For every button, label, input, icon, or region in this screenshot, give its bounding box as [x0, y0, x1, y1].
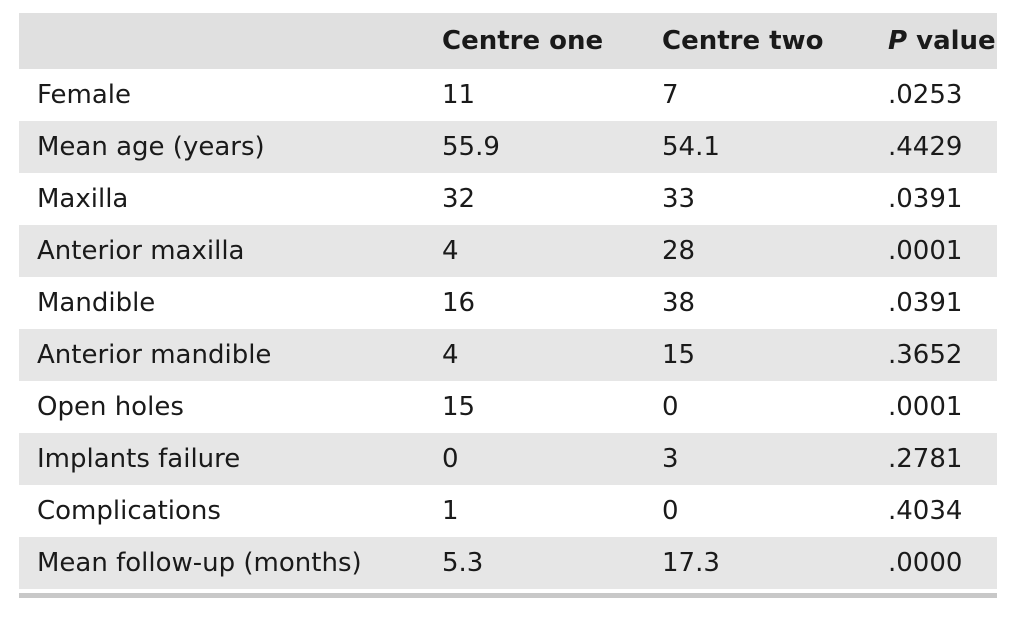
p-value-cell: .0391 [888, 288, 963, 318]
header-centre-one: Centre one [442, 26, 604, 56]
row-label-cell: Complications [37, 496, 221, 526]
row-label-cell: Female [37, 80, 132, 110]
centre-one-cell: 4 [442, 340, 459, 370]
centre-two-cell: 17.3 [662, 548, 720, 578]
centre-one-cell: 5.3 [442, 548, 484, 578]
table-row: Complications 1 0 .4034 [19, 485, 997, 537]
centre-one-cell: 0 [442, 444, 459, 474]
p-value-cell: .2781 [888, 444, 963, 474]
row-label-cell: Anterior mandible [37, 340, 272, 370]
centre-two-cell: 3 [662, 444, 679, 474]
centre-two-cell: 0 [662, 496, 679, 526]
p-value-cell: .4429 [888, 132, 963, 162]
p-value-cell: .0253 [888, 80, 963, 110]
row-label-cell: Mandible [37, 288, 156, 318]
table-row: Open holes 15 0 .0001 [19, 381, 997, 433]
table-row: Mandible 16 38 .0391 [19, 277, 997, 329]
centre-two-cell: 0 [662, 392, 679, 422]
row-label-cell: Mean age (years) [37, 132, 265, 162]
p-value-cell: .0000 [888, 548, 963, 578]
centre-one-cell: 1 [442, 496, 459, 526]
table-body: Female 11 7 .0253 Mean age (years) 55.9 54.1 .4… [19, 69, 997, 589]
comparison-table: Centre one Centre two P value Female 11 7.… [19, 13, 997, 589]
comparison-table-container: Centre one Centre two P value Female 11 7.… [19, 13, 997, 598]
centre-two-cell: 7 [662, 80, 679, 110]
header-p-value-suffix: value [907, 26, 996, 56]
centre-one-cell: 15 [442, 392, 476, 422]
p-value-cell: .0001 [888, 392, 963, 422]
table-row: Implants failure 0 3 .2781 [19, 433, 997, 485]
p-value-cell: .0001 [888, 236, 963, 266]
centre-two-cell: 54.1 [662, 132, 720, 162]
centre-one-cell: 55.9 [442, 132, 500, 162]
row-label-cell: Mean follow-up (months) [37, 548, 362, 578]
centre-two-cell: 33 [662, 184, 696, 214]
header-p-letter: P [888, 26, 908, 56]
table-header: Centre one Centre two P value [19, 13, 997, 69]
centre-two-cell: 28 [662, 236, 696, 266]
table-row: Anterior mandible 4 15 .3652 [19, 329, 997, 381]
row-label-cell: Open holes [37, 392, 184, 422]
centre-two-cell: 38 [662, 288, 696, 318]
centre-one-cell: 32 [442, 184, 476, 214]
table-bottom-rule [19, 593, 997, 598]
table-row: Anterior maxilla 4 28 .0001 [19, 225, 997, 277]
row-label-cell: Anterior maxilla [37, 236, 245, 266]
row-label-cell: Implants failure [37, 444, 241, 474]
table-row: Mean age (years) 55.9 54.1 .4429 [19, 121, 997, 173]
centre-one-cell: 11 [442, 80, 476, 110]
centre-one-cell: 16 [442, 288, 476, 318]
table-row: Mean follow-up (months) 5.3 17.3 .0000 [19, 537, 997, 589]
row-label-cell: Maxilla [37, 184, 129, 214]
centre-one-cell: 4 [442, 236, 459, 266]
p-value-cell: .0391 [888, 184, 963, 214]
table-row: Maxilla 32 33 .0391 [19, 173, 997, 225]
centre-two-cell: 15 [662, 340, 696, 370]
header-row: Centre one Centre two P value [19, 13, 997, 69]
header-p-value: P value [870, 13, 997, 69]
p-value-cell: .4034 [888, 496, 963, 526]
header-empty-cell [19, 13, 424, 69]
p-value-cell: .3652 [888, 340, 963, 370]
header-centre-two: Centre two [662, 26, 824, 56]
table-row: Female 11 7 .0253 [19, 69, 997, 121]
